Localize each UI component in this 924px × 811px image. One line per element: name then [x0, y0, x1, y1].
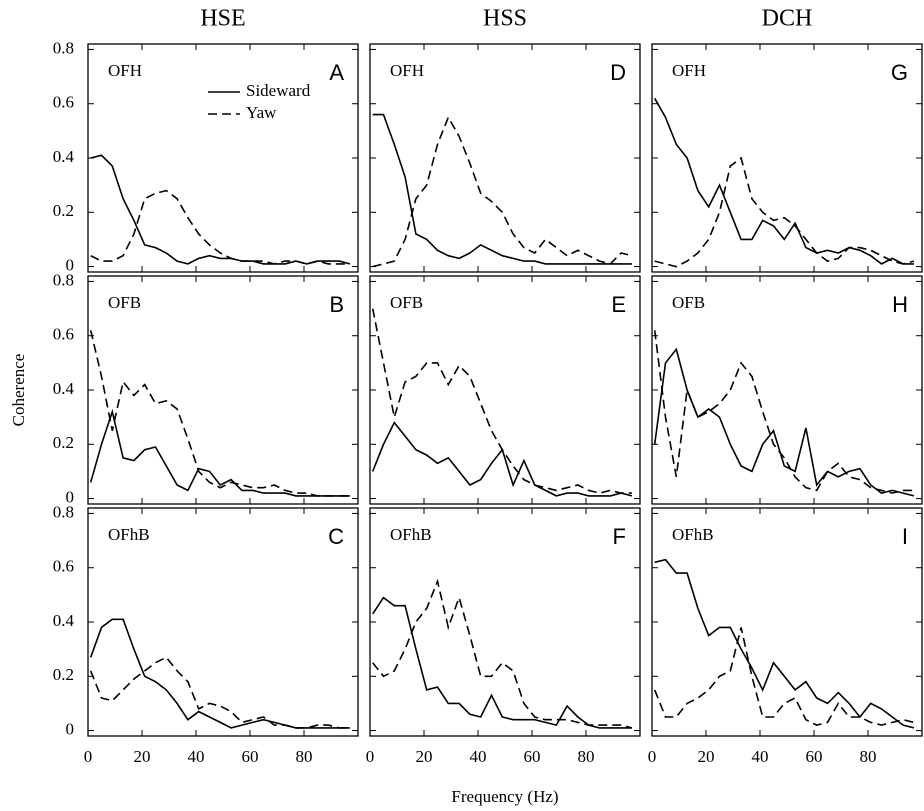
- series-line: [89, 656, 350, 729]
- panel-letter: B: [329, 292, 344, 317]
- series-line: [653, 347, 915, 497]
- y-tick-label: 0.4: [53, 379, 75, 398]
- x-tick-label: 0: [648, 747, 657, 766]
- series-line: [372, 596, 632, 729]
- condition-label: OFhB: [672, 525, 714, 544]
- series-line: [89, 618, 350, 729]
- x-tick-label: 80: [578, 747, 595, 766]
- condition-label: OFH: [672, 61, 706, 80]
- y-tick-label: 0: [66, 719, 75, 738]
- column-title: HSS: [483, 6, 527, 32]
- x-tick-label: 20: [698, 747, 715, 766]
- series-line: [654, 558, 915, 729]
- panel-letter: D: [610, 60, 626, 85]
- condition-label: OFB: [390, 293, 423, 312]
- condition-label: OFH: [390, 61, 424, 80]
- series-line: [371, 308, 632, 494]
- y-tick-label: 0.8: [53, 38, 74, 57]
- condition-label: OFB: [672, 293, 705, 312]
- y-tick-label: 0.2: [53, 433, 74, 452]
- series-line: [372, 113, 632, 265]
- x-tick-label: 40: [752, 747, 769, 766]
- y-tick-label: 0.2: [53, 665, 74, 684]
- y-tick-label: 0.6: [53, 93, 74, 112]
- series-line: [90, 154, 351, 265]
- x-tick-label: 20: [134, 747, 151, 766]
- x-tick-label: 20: [416, 747, 433, 766]
- condition-label: OFhB: [108, 525, 150, 544]
- panel-letter: A: [329, 60, 344, 85]
- y-axis-label: Coherence: [9, 354, 28, 427]
- y-tick-label: 0: [66, 487, 75, 506]
- x-tick-label: 40: [470, 747, 487, 766]
- x-axis-label: Frequency (Hz): [451, 787, 558, 806]
- series-line: [89, 330, 350, 497]
- condition-label: OFhB: [390, 525, 432, 544]
- series-line: [372, 115, 633, 268]
- column-title: DCH: [762, 6, 813, 32]
- condition-label: OFB: [108, 293, 141, 312]
- y-tick-label: 0.4: [53, 147, 75, 166]
- y-tick-label: 0.4: [53, 611, 75, 630]
- y-tick-label: 0.8: [53, 502, 74, 521]
- panel-letter: F: [613, 524, 626, 549]
- panel-letter: C: [328, 524, 344, 549]
- x-tick-label: 60: [806, 747, 823, 766]
- column-title: HSE: [200, 6, 245, 32]
- panel-letter: E: [611, 292, 626, 317]
- series-line: [654, 156, 915, 268]
- series-line: [653, 330, 914, 494]
- panel-letter: I: [902, 524, 908, 549]
- series-line: [654, 97, 914, 265]
- series-line: [372, 578, 633, 729]
- y-tick-label: 0: [66, 255, 75, 274]
- x-tick-label: 60: [524, 747, 541, 766]
- series-line: [371, 421, 633, 497]
- series-line: [89, 408, 350, 497]
- y-tick-label: 0.6: [53, 557, 74, 576]
- x-tick-label: 80: [860, 747, 877, 766]
- panel-letter: H: [892, 292, 908, 317]
- series-line: [653, 627, 915, 726]
- y-tick-label: 0.8: [53, 270, 74, 289]
- condition-label: OFH: [108, 61, 142, 80]
- legend-label: Yaw: [246, 103, 277, 122]
- series-line: [90, 189, 350, 265]
- y-tick-label: 0.6: [53, 325, 74, 344]
- panel-letter: G: [891, 60, 908, 85]
- x-tick-label: 0: [366, 747, 375, 766]
- legend-label: Sideward: [246, 81, 311, 100]
- x-tick-label: 80: [296, 747, 313, 766]
- y-tick-label: 0.2: [53, 201, 74, 220]
- x-tick-label: 0: [84, 747, 93, 766]
- x-tick-label: 60: [242, 747, 259, 766]
- x-tick-label: 40: [188, 747, 205, 766]
